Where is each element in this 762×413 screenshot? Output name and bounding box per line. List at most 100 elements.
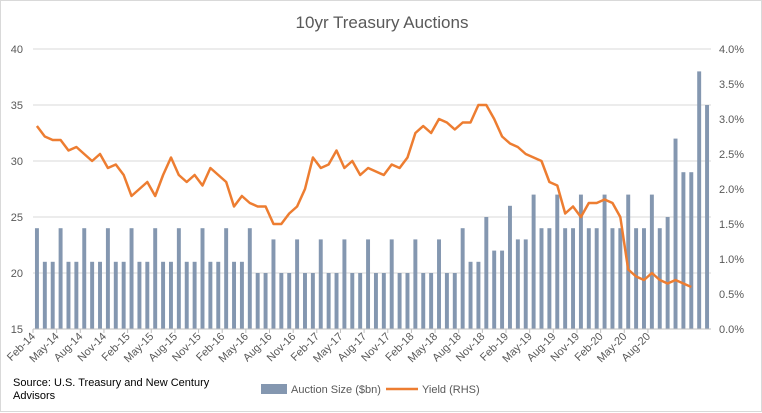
line-series bbox=[35, 103, 692, 289]
auction-size-bar bbox=[515, 239, 520, 329]
auction-size-bar bbox=[555, 194, 560, 329]
legend-bar-swatch bbox=[261, 384, 287, 394]
y-right-tick-label: 3.0% bbox=[719, 114, 744, 126]
auction-size-bar bbox=[547, 228, 552, 329]
auction-size-bar bbox=[263, 273, 268, 329]
auction-size-bar bbox=[634, 228, 639, 329]
auction-size-bar bbox=[618, 228, 623, 329]
yield-line bbox=[35, 103, 692, 289]
y-right-tick-label: 4.0% bbox=[719, 44, 744, 56]
auction-size-bar bbox=[192, 261, 197, 329]
auction-size-bar bbox=[42, 261, 47, 329]
auction-size-bar bbox=[531, 194, 536, 329]
auction-size-bar bbox=[413, 239, 418, 329]
auction-size-bar bbox=[578, 194, 583, 329]
auction-size-bar bbox=[271, 239, 276, 329]
auction-size-bar bbox=[255, 273, 260, 329]
auction-size-bar bbox=[507, 205, 512, 329]
auction-size-bar bbox=[334, 273, 339, 329]
auction-size-bar bbox=[153, 228, 158, 329]
auction-size-bar bbox=[602, 194, 607, 329]
auction-size-bar bbox=[444, 273, 449, 329]
auction-size-bar bbox=[689, 172, 694, 329]
gridlines bbox=[33, 48, 711, 274]
auction-size-bar bbox=[121, 261, 126, 329]
auction-size-bar bbox=[539, 228, 544, 329]
auction-size-bar bbox=[358, 273, 363, 329]
auction-size-bar bbox=[239, 261, 244, 329]
auction-size-bar bbox=[468, 261, 473, 329]
auction-size-bar bbox=[366, 239, 371, 329]
auction-size-bar bbox=[129, 228, 134, 329]
auction-size-bar bbox=[397, 273, 402, 329]
auction-size-bar bbox=[113, 261, 118, 329]
auction-size-bar bbox=[137, 261, 142, 329]
auction-size-bar bbox=[492, 250, 497, 329]
auction-size-bar bbox=[405, 273, 410, 329]
auction-size-bar bbox=[665, 217, 670, 329]
auction-size-bar bbox=[381, 273, 386, 329]
auction-size-bar bbox=[681, 172, 686, 329]
y-left-tick-label: 25 bbox=[11, 212, 23, 224]
auction-size-bar bbox=[421, 273, 426, 329]
y-left-tick-label: 15 bbox=[11, 324, 23, 336]
auction-size-bar bbox=[50, 261, 55, 329]
auction-size-bar bbox=[184, 261, 189, 329]
auction-size-bar bbox=[295, 239, 300, 329]
auction-size-bar bbox=[303, 273, 307, 329]
auction-size-bar bbox=[705, 105, 710, 329]
auction-size-bar bbox=[176, 228, 181, 329]
auction-size-bar bbox=[437, 239, 441, 329]
y-left-tick-label: 20 bbox=[11, 268, 23, 280]
auction-size-bar bbox=[145, 261, 150, 329]
auction-size-bar bbox=[208, 261, 213, 329]
auction-size-bar bbox=[523, 239, 528, 329]
auction-size-bar bbox=[610, 228, 615, 329]
auction-size-bar bbox=[697, 71, 702, 330]
bar-series bbox=[34, 71, 710, 330]
y-right-tick-label: 3.5% bbox=[719, 79, 744, 91]
auction-size-bar bbox=[500, 250, 505, 329]
auction-size-bar bbox=[586, 228, 591, 329]
auction-size-bar bbox=[58, 228, 63, 329]
auction-size-bar bbox=[476, 261, 481, 329]
auction-size-bar bbox=[484, 217, 489, 329]
auction-size-bar bbox=[452, 273, 457, 329]
source-note: Source: U.S. Treasury and New Century Ad… bbox=[13, 377, 210, 402]
y-right-tick-label: 1.0% bbox=[719, 254, 744, 266]
auction-size-bar bbox=[373, 273, 378, 329]
auction-size-bar bbox=[310, 273, 315, 329]
auction-size-bar bbox=[318, 239, 323, 329]
auction-size-bar bbox=[389, 239, 394, 329]
auction-size-bar bbox=[563, 228, 568, 329]
auction-size-bar bbox=[350, 273, 355, 329]
legend-line-label: Yield (RHS) bbox=[422, 384, 480, 396]
auction-size-bar bbox=[224, 228, 229, 329]
auction-size-bar bbox=[460, 228, 465, 329]
auction-size-bar bbox=[649, 194, 654, 329]
auction-size-bar bbox=[82, 228, 87, 329]
auction-size-bar bbox=[200, 228, 205, 329]
auction-size-bar bbox=[279, 273, 284, 329]
y-left-tick-label: 35 bbox=[11, 100, 23, 112]
auction-size-bar bbox=[342, 239, 347, 329]
y-right-tick-label: 2.0% bbox=[719, 184, 744, 196]
y-right-tick-label: 0.5% bbox=[719, 289, 744, 301]
auction-size-bar bbox=[168, 261, 173, 329]
auction-size-bar bbox=[571, 228, 576, 329]
auction-size-bar bbox=[216, 261, 221, 329]
y-right-tick-label: 0.0% bbox=[719, 324, 744, 336]
auction-size-bar bbox=[66, 261, 71, 329]
auction-size-bar bbox=[105, 228, 110, 329]
y-left-tick-label: 30 bbox=[11, 156, 23, 168]
auction-size-bar bbox=[429, 273, 434, 329]
auction-size-bar bbox=[326, 273, 331, 329]
y-right-tick-label: 2.5% bbox=[719, 149, 744, 161]
auction-size-bar bbox=[74, 261, 79, 329]
auction-size-bar bbox=[247, 228, 252, 329]
legend: Auction Size ($bn) Yield (RHS) bbox=[261, 384, 480, 396]
auction-size-bar bbox=[98, 261, 102, 329]
chart-title: 10yr Treasury Auctions bbox=[296, 13, 469, 32]
